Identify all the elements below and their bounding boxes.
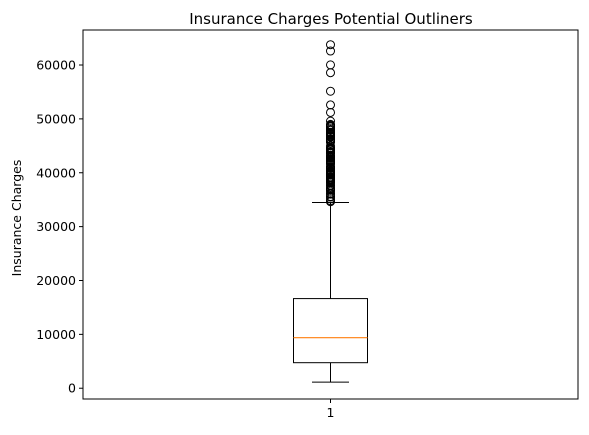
x-tick-label: 1	[327, 405, 335, 420]
plot-area: 0 10000 20000 30000 40000 50000 60000 1	[36, 40, 368, 420]
outlier-point	[326, 86, 335, 96]
outlier-point	[326, 46, 335, 56]
y-tick-label: 50000	[36, 111, 76, 126]
axes-frame	[82, 29, 579, 400]
outlier-point	[326, 116, 335, 126]
outlier-point	[326, 107, 335, 117]
y-tick-label: 60000	[36, 58, 76, 73]
y-tick-label: 20000	[36, 273, 76, 288]
outlier-point	[326, 100, 335, 110]
y-tick-label: 40000	[36, 165, 76, 180]
chart-title: Insurance Charges Potential Outliners	[189, 10, 473, 28]
iqr-box	[293, 298, 368, 364]
outlier-point	[326, 68, 335, 78]
y-axis-label: Insurance Charges	[9, 160, 24, 277]
y-tick-label: 0	[68, 381, 76, 396]
outlier-point	[326, 60, 335, 70]
outlier-point	[326, 40, 335, 50]
outlier-point	[326, 119, 335, 129]
y-tick-label: 10000	[36, 327, 76, 342]
y-tick-label: 30000	[36, 219, 76, 234]
outlier-point	[326, 141, 335, 151]
